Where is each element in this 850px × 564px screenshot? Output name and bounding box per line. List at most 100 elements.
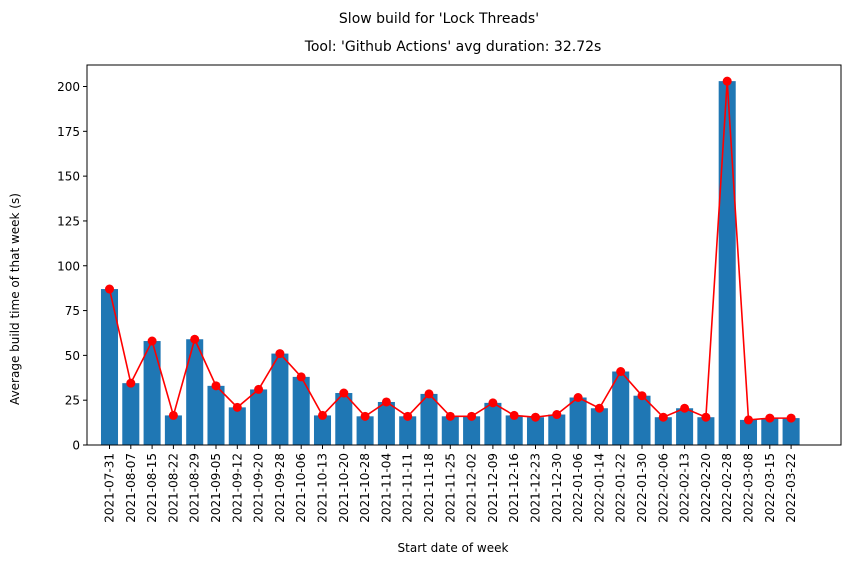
line-point-2021-09-12	[232, 402, 242, 412]
bar-2022-01-30	[633, 395, 651, 445]
line-point-2021-10-28	[360, 411, 370, 421]
x-tick-label: 2021-12-16	[507, 453, 521, 523]
line-point-2021-11-18	[424, 389, 434, 399]
x-tick-label: 2021-12-30	[550, 453, 564, 523]
line-point-2021-09-05	[211, 381, 221, 391]
y-tick-label: 0	[72, 439, 80, 453]
x-tick-label: 2021-08-07	[124, 453, 138, 523]
line-point-2021-08-07	[126, 378, 136, 388]
plot-frame	[86, 64, 842, 446]
x-tick-label: 2022-03-22	[784, 453, 798, 523]
bar-2022-02-28	[718, 81, 736, 445]
line-point-2022-03-15	[765, 413, 775, 423]
bar-2021-11-04	[377, 401, 395, 445]
x-tick-label: 2021-09-28	[273, 453, 287, 523]
line-point-2022-03-22	[786, 413, 796, 423]
bar-2022-02-06	[654, 417, 672, 445]
bar-2022-02-13	[676, 408, 694, 445]
line-series	[108, 81, 792, 421]
x-tick-label: 2021-11-04	[379, 453, 393, 523]
x-tick-label: 2021-08-22	[166, 453, 180, 523]
x-axis: 2021-07-31 2021-08-07 2021-08-15 2021-08-22…	[103, 445, 798, 523]
bar-2021-10-06	[292, 376, 310, 445]
x-tick-label: 2022-01-30	[635, 453, 649, 523]
y-tick-label: 125	[57, 214, 80, 228]
x-tick-label: 2022-02-13	[678, 453, 692, 523]
bar-2021-08-22	[164, 415, 182, 445]
x-tick-label: 2021-09-20	[252, 453, 266, 523]
bar-2022-02-20	[697, 417, 715, 445]
y-tick-label: 25	[65, 394, 80, 408]
line-point-2021-12-16	[509, 410, 519, 420]
line-point-2021-11-25	[445, 411, 455, 421]
x-tick-label: 2022-03-15	[763, 453, 777, 523]
x-tick-label: 2022-01-06	[571, 453, 585, 523]
bar-2021-10-20	[335, 393, 353, 445]
chart-suptitle: Slow build for 'Lock Threads'	[339, 11, 539, 27]
x-tick-label: 2021-09-05	[209, 453, 223, 523]
y-axis: 0 25 50 75 100 125 150 175 200	[57, 80, 87, 453]
line-layer	[105, 76, 796, 425]
line-point-2021-10-20	[339, 388, 349, 398]
line-point-2022-01-22	[616, 367, 626, 377]
x-tick-label: 2021-10-13	[316, 453, 330, 523]
bar-2021-12-30	[548, 414, 566, 445]
bar-2022-03-08	[739, 419, 758, 445]
line-point-2021-08-29	[190, 334, 200, 344]
chart-title: Tool: 'Github Actions' avg duration: 32.…	[304, 39, 602, 55]
bar-2021-10-28	[356, 416, 374, 445]
line-point-2021-11-04	[381, 397, 391, 407]
bar-2021-12-16	[505, 415, 523, 445]
line-point-2022-02-13	[680, 403, 690, 413]
bar-2021-12-09	[484, 402, 502, 445]
line-point-2022-02-06	[658, 412, 668, 422]
y-tick-label: 100	[57, 259, 80, 273]
bar-2022-01-14	[590, 408, 608, 445]
line-point-2021-12-30	[552, 410, 562, 420]
bar-2021-09-12	[228, 407, 246, 445]
y-tick-label: 75	[65, 304, 80, 318]
bar-2022-03-22	[782, 418, 800, 445]
y-tick-label: 150	[57, 170, 80, 184]
x-tick-label: 2022-02-06	[656, 453, 670, 523]
y-tick-label: 175	[57, 125, 80, 139]
bar-2022-01-22	[612, 371, 630, 445]
line-point-2022-02-28	[722, 76, 732, 86]
x-tick-label: 2021-10-06	[294, 453, 308, 523]
bar-2021-12-02	[463, 416, 481, 445]
line-point-2021-09-20	[254, 384, 264, 394]
bar-2021-09-20	[250, 389, 268, 445]
y-tick-label: 50	[65, 349, 80, 363]
line-point-2021-08-15	[147, 336, 157, 346]
x-tick-label: 2022-02-20	[699, 453, 713, 523]
x-tick-label: 2021-11-11	[401, 453, 415, 523]
x-tick-label: 2022-01-22	[614, 453, 628, 523]
x-tick-label: 2021-08-29	[188, 453, 202, 523]
bar-2021-10-13	[313, 415, 332, 445]
line-point-2021-12-02	[467, 411, 477, 421]
line-point-2021-09-28	[275, 349, 285, 359]
line-point-2022-02-20	[701, 412, 711, 422]
bar-2021-07-31	[100, 289, 119, 445]
x-tick-label: 2021-09-12	[230, 453, 244, 523]
line-point-2021-08-22	[168, 410, 178, 420]
x-tick-label: 2022-02-28	[720, 453, 734, 523]
line-point-2022-03-08	[744, 415, 753, 425]
bar-2021-08-15	[143, 341, 161, 445]
line-point-2022-01-06	[573, 393, 583, 402]
x-tick-label: 2021-10-20	[337, 453, 351, 523]
x-tick-label: 2021-12-02	[465, 453, 479, 523]
line-point-2021-12-23	[531, 412, 540, 422]
y-axis-label: Average build time of that week (s)	[8, 193, 22, 405]
bar-2022-03-15	[761, 418, 779, 445]
bar-2021-12-23	[526, 417, 545, 445]
x-axis-label: Start date of week	[398, 541, 509, 555]
line-point-2021-10-13	[318, 410, 327, 420]
bar-2021-08-29	[186, 339, 204, 445]
bar-2021-11-11	[399, 416, 417, 445]
line-point-2022-01-30	[637, 391, 647, 401]
line-point-2022-01-14	[594, 403, 604, 413]
y-tick-label: 200	[57, 80, 80, 94]
x-tick-label: 2021-12-23	[529, 453, 543, 523]
